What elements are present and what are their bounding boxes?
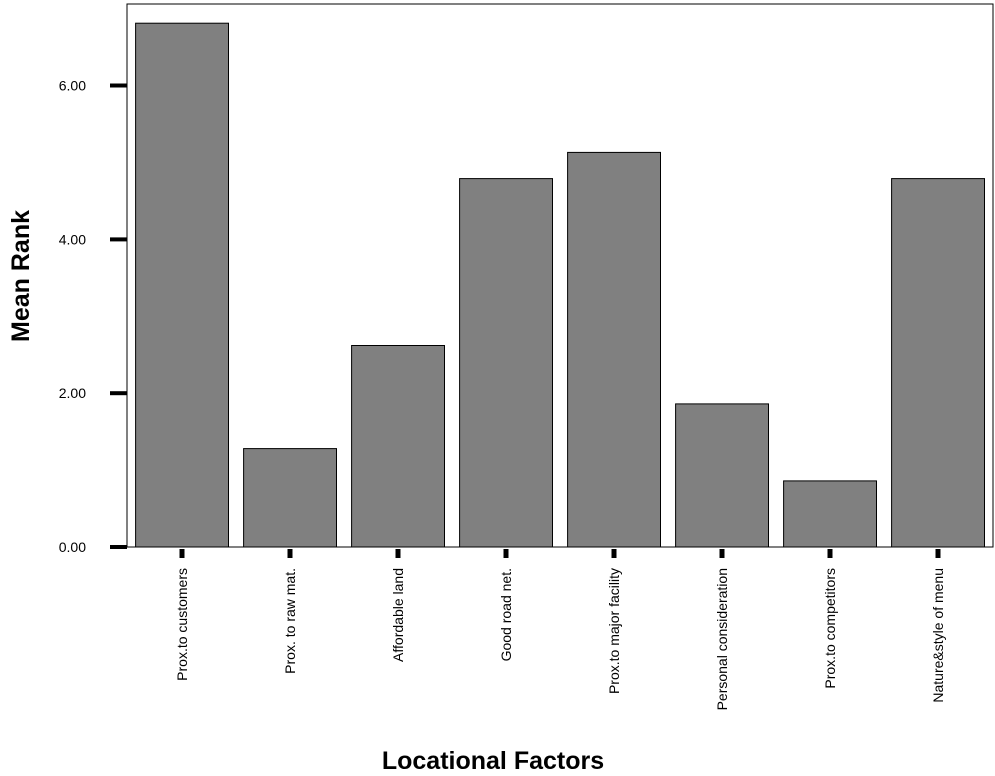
y-axis-title: Mean Rank [7, 210, 35, 342]
x-tick-8 [935, 549, 941, 558]
bars-group [135, 22, 985, 548]
y-tick-label-3: 4.00 [59, 231, 86, 247]
y-axis: 0.00 2.00 4.00 6.00 [59, 78, 127, 555]
x-tick-label-8: Nature&style of menu [930, 568, 946, 703]
y-tick-label-4: 6.00 [59, 78, 86, 94]
x-tick-label-6: Personal consideration [714, 568, 730, 710]
y-tick-label-2: 2.00 [59, 385, 86, 401]
x-tick-1 [179, 549, 185, 558]
bar-6 [675, 403, 769, 548]
x-tick-label-7: Prox.to competitors [822, 568, 838, 689]
x-tick-6 [719, 549, 725, 558]
x-tick-label-4: Good road net. [498, 568, 514, 661]
x-tick-3 [395, 549, 401, 558]
x-axis-title: Locational Factors [382, 747, 604, 775]
bar-2 [243, 448, 338, 548]
x-tick-7 [827, 549, 833, 558]
y-tick-3 [110, 237, 127, 242]
bar-1 [135, 22, 230, 548]
x-tick-label-5: Prox.to major facility [606, 568, 622, 694]
bar-7 [783, 480, 877, 548]
x-tick-2 [287, 549, 293, 558]
bar-8 [891, 178, 985, 548]
bar-5 [567, 151, 661, 548]
x-tick-label-1: Prox.to customers [174, 568, 190, 681]
x-tick-label-3: Affordable land [390, 568, 406, 662]
x-axis: Prox.to customers Prox. to raw mat. Afford… [174, 549, 946, 710]
y-tick-4 [110, 83, 127, 88]
y-tick-label-1: 0.00 [59, 539, 86, 555]
x-tick-4 [503, 549, 509, 558]
bar-4 [459, 178, 554, 548]
y-tick-2 [110, 391, 127, 396]
x-tick-5 [611, 549, 617, 558]
bar-3 [351, 345, 446, 548]
x-tick-label-2: Prox. to raw mat. [282, 568, 298, 674]
y-tick-1 [110, 545, 127, 549]
